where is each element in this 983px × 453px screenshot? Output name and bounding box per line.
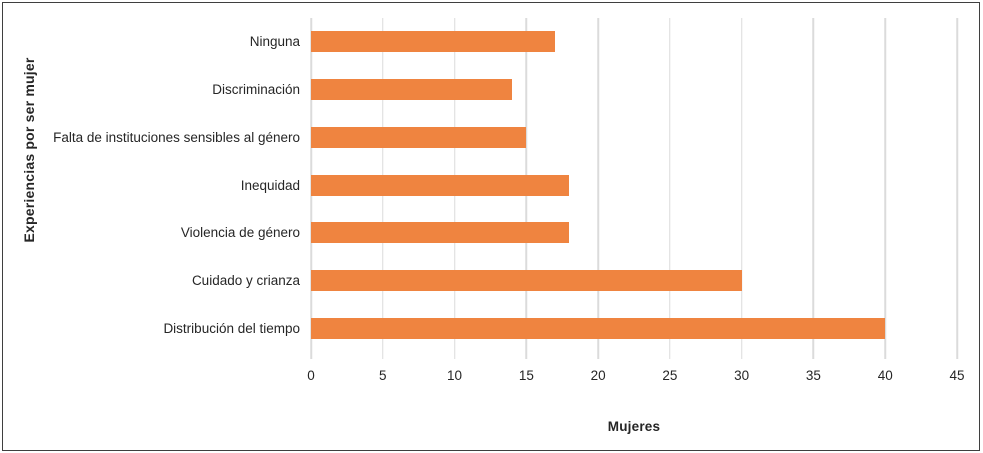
category-label: Distribución del tiempo	[163, 320, 300, 336]
tick-mark	[812, 352, 815, 359]
bar	[311, 79, 512, 101]
tick-label: 30	[734, 368, 750, 383]
bar-row	[311, 18, 957, 66]
category-axis-labels: Ninguna Discriminación Falta de institucio…	[0, 18, 300, 352]
bar	[311, 31, 556, 53]
bar	[311, 174, 570, 196]
tick-label: 0	[307, 368, 315, 383]
tick-mark	[956, 352, 958, 359]
bar-row	[311, 66, 957, 114]
tick-label: 40	[877, 368, 893, 383]
tick-mark	[597, 352, 599, 359]
category-label: Falta de instituciones sensibles al géne…	[53, 129, 300, 145]
gridline	[884, 18, 886, 352]
gridline	[812, 18, 815, 352]
bar-row	[311, 257, 957, 305]
tick-label: 45	[949, 368, 965, 383]
tick-mark	[884, 352, 886, 359]
tick-mark	[310, 352, 312, 359]
tick-label: 5	[379, 368, 387, 383]
gridline	[669, 18, 671, 352]
gridline	[740, 18, 743, 352]
tick-label: 35	[805, 368, 821, 383]
category-label: Violencia de género	[180, 225, 300, 241]
tick-label: 20	[590, 368, 606, 383]
tick-mark	[382, 352, 384, 359]
category-label: Ninguna	[249, 34, 300, 50]
tick-label: 25	[662, 368, 678, 383]
tick-label: 10	[447, 368, 463, 383]
bar	[311, 222, 570, 244]
tick-mark	[453, 352, 456, 359]
bar-row	[311, 209, 957, 257]
bar	[311, 317, 886, 339]
bar-row	[311, 113, 957, 161]
x-axis-title: Mujeres	[607, 419, 661, 434]
plot-area	[310, 18, 958, 352]
tick-mark	[669, 352, 671, 359]
tick-mark	[525, 352, 528, 359]
bars	[311, 18, 957, 352]
x-axis-tick-labels: 0 5 10 15 20 25 30 35 40 45	[307, 366, 964, 386]
category-label: Discriminación	[212, 82, 300, 98]
tick-mark	[740, 352, 743, 359]
category-label: Inequidad	[240, 177, 300, 193]
category-label: Cuidado y crianza	[191, 272, 300, 288]
bar-row	[311, 304, 957, 352]
bar	[311, 269, 742, 291]
x-axis-tick-marks	[310, 352, 958, 359]
gridline	[956, 18, 958, 352]
bar-row	[311, 161, 957, 209]
tick-label: 15	[518, 368, 534, 383]
bar	[311, 126, 527, 148]
gridline	[597, 18, 599, 352]
